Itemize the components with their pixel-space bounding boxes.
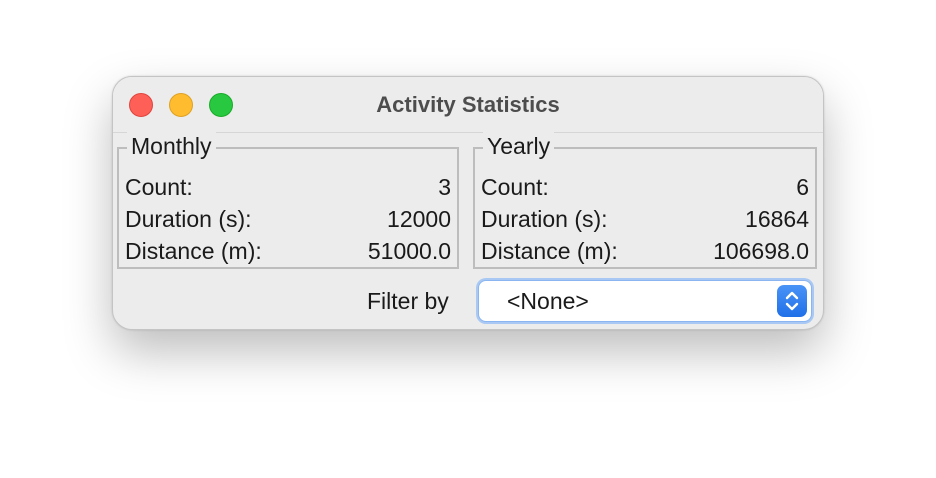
yearly-distance-value: 106698.0 (713, 238, 809, 264)
monthly-group: Monthly Count: 3 Duration (s): 12000 Dis… (117, 132, 459, 269)
yearly-distance-label: Distance (m): (481, 238, 618, 264)
filter-selected-value: <None> (507, 288, 589, 314)
window-title: Activity Statistics (376, 92, 560, 117)
monthly-distance-label: Distance (m): (125, 238, 262, 264)
maximize-traffic-light-icon[interactable] (209, 93, 233, 117)
monthly-duration-row: Duration (s): 12000 (125, 204, 451, 234)
filter-by-label: Filter by (367, 288, 449, 314)
monthly-duration-label: Duration (s): (125, 206, 252, 232)
monthly-distance-row: Distance (m): 51000.0 (125, 236, 451, 266)
yearly-legend: Yearly (483, 132, 555, 160)
yearly-distance-row: Distance (m): 106698.0 (481, 236, 809, 266)
monthly-count-value: 3 (438, 174, 451, 200)
minimize-traffic-light-icon[interactable] (169, 93, 193, 117)
monthly-legend: Monthly (127, 132, 216, 160)
yearly-group: Yearly Count: 6 Duration (s): 16864 Dist… (473, 132, 817, 269)
monthly-count-label: Count: (125, 174, 193, 200)
yearly-duration-row: Duration (s): 16864 (481, 204, 809, 234)
up-down-chevron-icon[interactable] (777, 285, 807, 317)
title-bar[interactable]: Activity Statistics (113, 77, 823, 133)
monthly-duration-value: 12000 (387, 206, 451, 232)
filter-select[interactable]: <None> (478, 280, 812, 322)
yearly-count-row: Count: 6 (481, 172, 809, 202)
monthly-count-row: Count: 3 (125, 172, 451, 202)
monthly-distance-value: 51000.0 (367, 238, 451, 264)
yearly-duration-label: Duration (s): (481, 206, 608, 232)
yearly-duration-value: 16864 (745, 206, 809, 232)
close-traffic-light-icon[interactable] (129, 93, 153, 117)
activity-statistics-window: Activity Statistics Monthly Count: 3 Dur… (112, 76, 824, 330)
yearly-count-value: 6 (796, 174, 809, 200)
yearly-count-label: Count: (481, 174, 549, 200)
